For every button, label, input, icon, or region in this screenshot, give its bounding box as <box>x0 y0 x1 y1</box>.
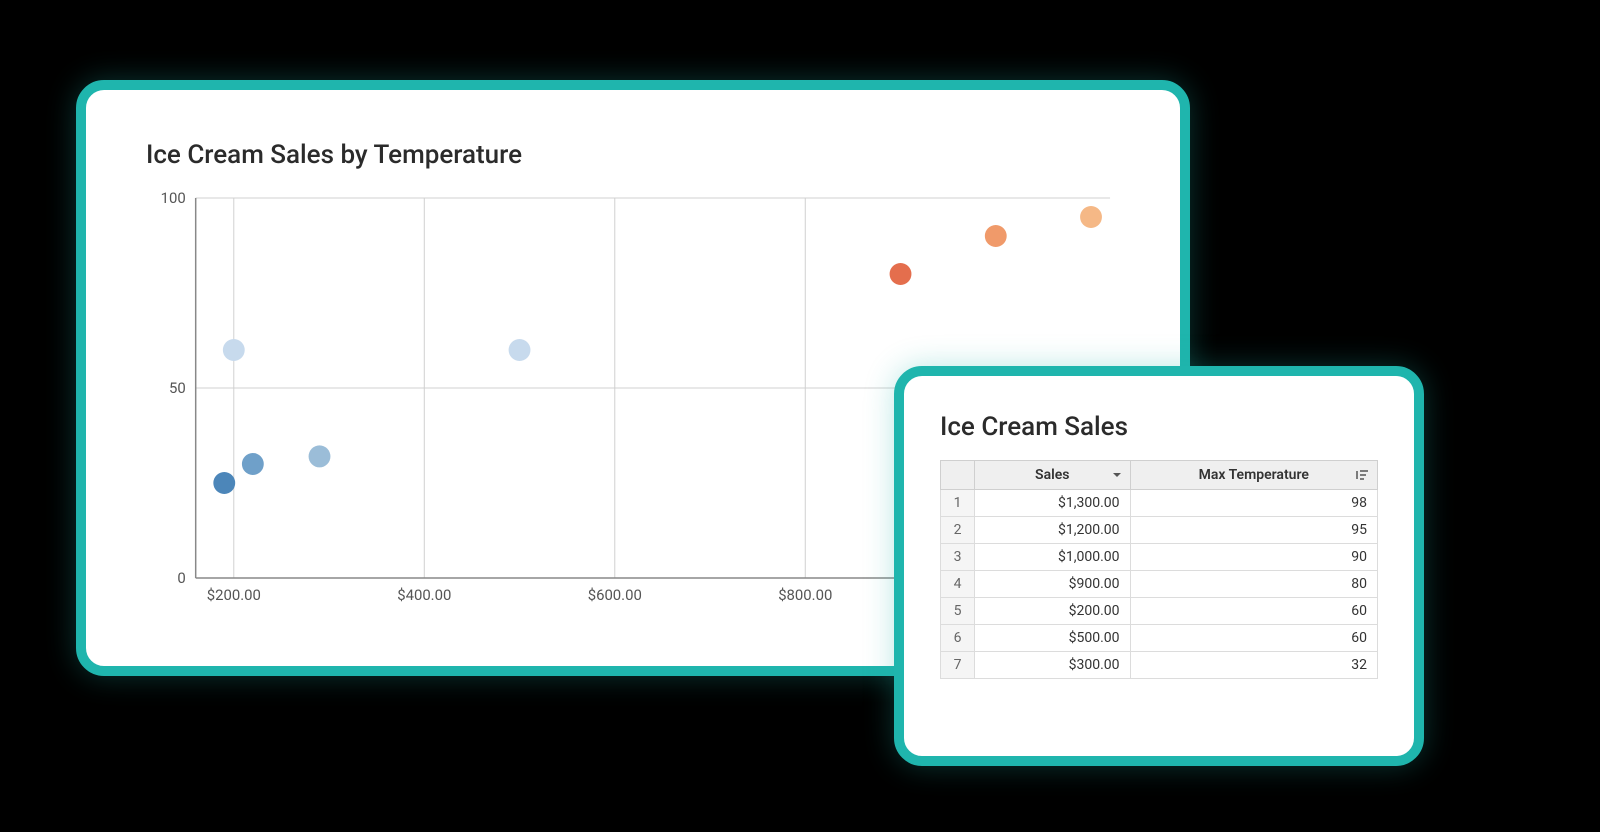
scatter-point[interactable] <box>213 472 235 494</box>
max-temperature-cell: 32 <box>1130 652 1378 679</box>
x-axis-tick-label: $200.00 <box>207 586 261 604</box>
scatter-point[interactable] <box>309 445 331 467</box>
table-row[interactable]: 5$200.0060 <box>941 598 1378 625</box>
scatter-point[interactable] <box>1080 206 1102 228</box>
column-header-sales[interactable]: Sales <box>975 461 1131 490</box>
column-header-label: Max Temperature <box>1199 467 1309 483</box>
max-temperature-cell: 60 <box>1130 625 1378 652</box>
max-temperature-cell: 95 <box>1130 517 1378 544</box>
x-axis-tick-label: $600.00 <box>588 586 642 604</box>
table-row[interactable]: 6$500.0060 <box>941 625 1378 652</box>
y-axis-tick-label: 100 <box>161 189 186 207</box>
table-row[interactable]: 4$900.0080 <box>941 571 1378 598</box>
x-axis-tick-label: $800.00 <box>778 586 832 604</box>
sales-cell: $1,300.00 <box>975 490 1131 517</box>
row-number-cell: 6 <box>941 625 975 652</box>
scatter-chart-title: Ice Cream Sales by Temperature <box>146 140 1120 170</box>
data-table-title: Ice Cream Sales <box>940 412 1378 442</box>
sales-cell: $1,200.00 <box>975 517 1131 544</box>
scatter-point[interactable] <box>242 453 264 475</box>
max-temperature-cell: 60 <box>1130 598 1378 625</box>
y-axis-tick-label: 0 <box>177 569 185 587</box>
row-number-cell: 2 <box>941 517 975 544</box>
dropdown-icon[interactable] <box>1112 470 1122 480</box>
sales-cell: $200.00 <box>975 598 1131 625</box>
row-number-cell: 1 <box>941 490 975 517</box>
max-temperature-cell: 90 <box>1130 544 1378 571</box>
row-number-header <box>941 461 975 490</box>
scatter-point[interactable] <box>985 225 1007 247</box>
scatter-point[interactable] <box>223 339 245 361</box>
table-header-row: Sales Max Temperature <box>941 461 1378 490</box>
scatter-point[interactable] <box>509 339 531 361</box>
data-table: Sales Max Temperature <box>940 460 1378 679</box>
row-number-cell: 3 <box>941 544 975 571</box>
table-row[interactable]: 2$1,200.0095 <box>941 517 1378 544</box>
column-header-max-temperature[interactable]: Max Temperature <box>1130 461 1378 490</box>
max-temperature-cell: 80 <box>1130 571 1378 598</box>
table-row[interactable]: 3$1,000.0090 <box>941 544 1378 571</box>
y-axis-tick-label: 50 <box>169 379 186 397</box>
column-header-label: Sales <box>1035 467 1069 483</box>
max-temperature-cell: 98 <box>1130 490 1378 517</box>
sales-cell: $300.00 <box>975 652 1131 679</box>
data-table-card: Ice Cream Sales Sales Max Temperature <box>894 366 1424 766</box>
table-row[interactable]: 1$1,300.0098 <box>941 490 1378 517</box>
row-number-cell: 5 <box>941 598 975 625</box>
row-number-cell: 7 <box>941 652 975 679</box>
sort-desc-icon[interactable] <box>1355 469 1369 481</box>
table-row[interactable]: 7$300.0032 <box>941 652 1378 679</box>
scatter-point[interactable] <box>890 263 912 285</box>
x-axis-tick-label: $400.00 <box>397 586 451 604</box>
sales-cell: $500.00 <box>975 625 1131 652</box>
row-number-cell: 4 <box>941 571 975 598</box>
sales-cell: $1,000.00 <box>975 544 1131 571</box>
sales-cell: $900.00 <box>975 571 1131 598</box>
